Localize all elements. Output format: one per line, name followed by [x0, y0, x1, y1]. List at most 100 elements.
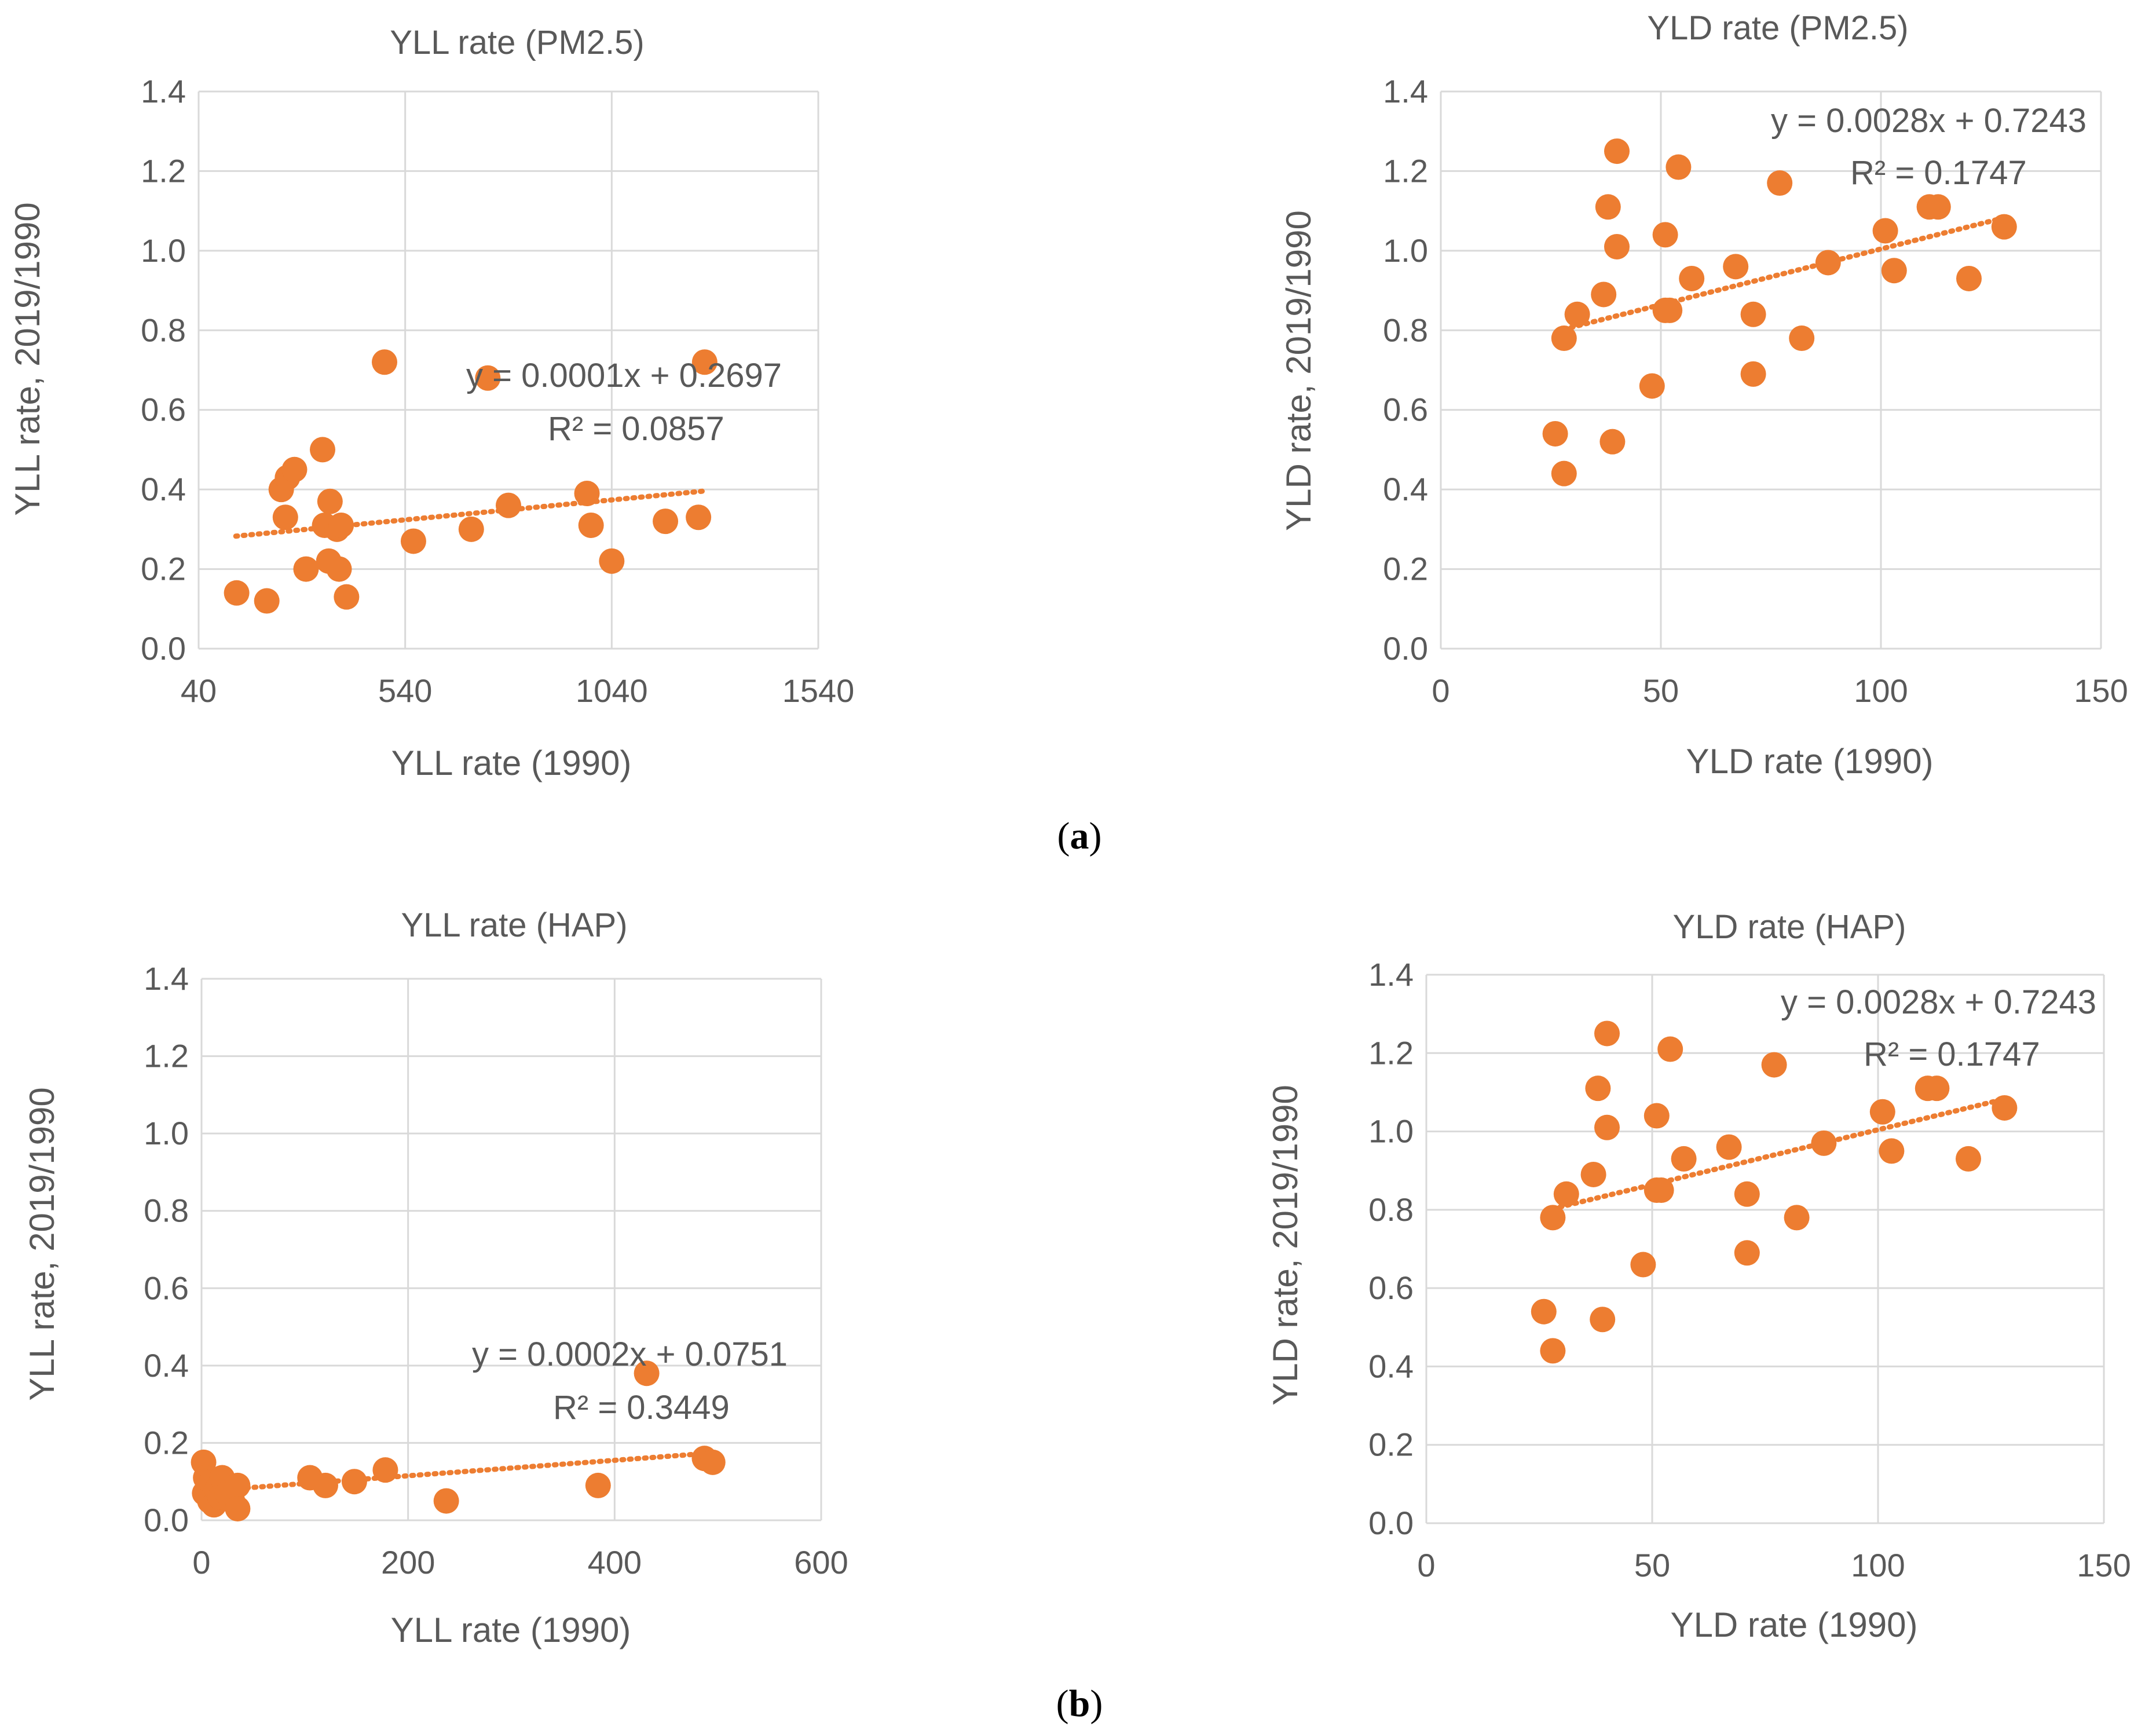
data-point — [1734, 1240, 1760, 1266]
data-point — [310, 437, 335, 463]
x-tick-label: 40 — [181, 672, 217, 709]
y-tick-label: 0.0 — [141, 630, 186, 667]
data-point — [1881, 258, 1907, 284]
data-point — [1924, 1075, 1950, 1102]
x-tick-label: 100 — [1854, 672, 1908, 709]
x-tick-label: 50 — [1643, 672, 1679, 709]
y-tick-label: 1.2 — [1383, 152, 1428, 189]
x-tick-label: 100 — [1851, 1547, 1905, 1583]
data-point — [1551, 325, 1577, 352]
y-axis-label: YLL rate, 2019/1990 — [23, 1087, 61, 1401]
data-point — [599, 548, 625, 574]
data-point — [341, 1469, 367, 1495]
y-tick-label: 0.4 — [1383, 471, 1428, 507]
data-point — [1716, 1134, 1742, 1160]
x-tick-label: 540 — [378, 672, 432, 709]
data-point — [1991, 214, 2017, 240]
y-tick-label: 0.4 — [1368, 1348, 1414, 1384]
data-point — [1643, 1103, 1670, 1129]
data-point — [496, 492, 521, 518]
data-point — [293, 556, 319, 582]
data-point — [1652, 222, 1678, 248]
data-point — [1580, 1161, 1606, 1187]
data-point — [1956, 265, 1982, 291]
trendline-equation: y = 0.0001x + 0.2697 — [466, 357, 782, 394]
x-tick-label: 400 — [588, 1544, 642, 1581]
data-point — [1869, 1099, 1895, 1125]
data-point — [691, 349, 718, 375]
data-point — [1540, 1338, 1566, 1364]
data-point — [1591, 281, 1617, 308]
data-point — [1657, 1036, 1683, 1062]
y-tick-label: 1.2 — [141, 152, 186, 189]
y-tick-label: 0.4 — [144, 1347, 189, 1384]
chart-yll-pm25: YLL rate (PM2.5) 0.0 0.2 0.4 0.6 0.8 1.0 1.2 1.… — [8, 24, 854, 782]
y-tick-label: 1.0 — [141, 232, 186, 269]
data-point — [1551, 460, 1577, 486]
data-point — [1740, 361, 1766, 387]
y-axis-label: YLD rate, 2019/1990 — [1279, 210, 1318, 531]
y-tick-label: 0.8 — [144, 1192, 189, 1229]
data-point — [1879, 1138, 1905, 1164]
x-axis-label: YLD rate (1990) — [1686, 742, 1934, 781]
y-tick-label: 0.6 — [144, 1270, 189, 1306]
data-point — [372, 1457, 398, 1483]
x-tick-label: 200 — [381, 1544, 435, 1581]
y-tick-label: 0.8 — [1368, 1191, 1414, 1228]
data-point — [475, 365, 501, 391]
x-tick-label: 600 — [794, 1544, 848, 1581]
x-tick-label: 150 — [2077, 1547, 2131, 1583]
trendline-equation: y = 0.0002x + 0.0751 — [472, 1336, 788, 1373]
data-point — [400, 528, 426, 554]
trendline-equation: y = 0.0028x + 0.7243 — [1781, 983, 2096, 1021]
data-point — [700, 1449, 726, 1475]
data-point — [1585, 1075, 1611, 1102]
data-point — [578, 512, 604, 538]
y-tick-label: 0.2 — [144, 1424, 189, 1461]
chart-yll-hap: YLL rate (HAP) 0.00.20.40.60.81.01.21.40… — [23, 906, 848, 1649]
trendline — [199, 1450, 716, 1494]
y-tick-label: 1.0 — [1368, 1113, 1414, 1150]
x-axis-label: YLL rate (1990) — [391, 1611, 631, 1649]
data-point — [326, 556, 352, 582]
data-point — [1604, 233, 1630, 259]
data-point — [1956, 1146, 1981, 1172]
data-point — [1657, 297, 1683, 323]
data-point — [1740, 301, 1766, 327]
data-point — [1671, 1146, 1697, 1172]
data-point — [1564, 301, 1590, 327]
y-tick-label: 1.0 — [144, 1115, 189, 1151]
trendline-r2: R² = 0.1747 — [1864, 1036, 2040, 1073]
data-point — [1599, 429, 1626, 455]
x-axis-label: YLL rate (1990) — [391, 744, 632, 782]
x-tick-label: 50 — [1634, 1547, 1670, 1583]
y-tick-label: 1.4 — [1368, 956, 1414, 993]
data-point — [281, 456, 308, 482]
data-point — [1630, 1252, 1656, 1278]
x-tick-label: 0 — [192, 1544, 210, 1581]
y-tick-label: 0.6 — [141, 392, 186, 428]
y-axis-label: YLD rate, 2019/1990 — [1266, 1085, 1305, 1406]
y-axis-label: YLL rate, 2019/1990 — [8, 202, 47, 516]
data-point — [1595, 194, 1621, 220]
data-point — [458, 516, 484, 542]
chart-yld-hap: YLD rate (HAP) 0.00.20.40.60.81.01.21.40… — [1266, 908, 2131, 1644]
panel-label-a: (a) — [1057, 815, 1102, 857]
y-tick-label: 0.2 — [141, 551, 186, 587]
y-tick-label: 1.0 — [1383, 232, 1428, 269]
y-tick-label: 0.2 — [1368, 1426, 1414, 1463]
data-point — [433, 1488, 459, 1514]
data-point — [225, 1495, 251, 1521]
data-point — [1992, 1095, 2018, 1121]
trendline-equation: y = 0.0028x + 0.7243 — [1771, 102, 2087, 140]
x-tick-label: 0 — [1417, 1547, 1435, 1583]
data-point — [1540, 1205, 1566, 1231]
y-tick-label: 0.0 — [1368, 1505, 1414, 1541]
x-axis-label: YLD rate (1990) — [1671, 1605, 1918, 1644]
trendline-r2: R² = 0.0857 — [548, 410, 724, 448]
data-point — [317, 488, 343, 514]
data-point — [1665, 154, 1692, 180]
y-tick-label: 0.2 — [1383, 551, 1428, 587]
data-point — [328, 512, 354, 538]
